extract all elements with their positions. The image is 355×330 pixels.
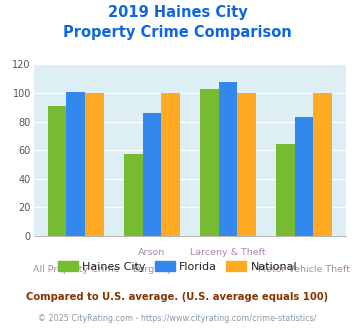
Text: All Property Crime: All Property Crime — [33, 265, 119, 274]
Text: Burglary: Burglary — [132, 265, 172, 274]
Bar — [276, 145, 295, 236]
Bar — [295, 117, 313, 236]
Bar — [143, 113, 161, 236]
Text: Motor Vehicle Theft: Motor Vehicle Theft — [258, 265, 350, 274]
Bar — [219, 82, 237, 236]
Bar — [124, 154, 143, 236]
Text: 2019 Haines City: 2019 Haines City — [108, 5, 247, 20]
Text: Property Crime Comparison: Property Crime Comparison — [63, 25, 292, 40]
Text: Arson: Arson — [138, 248, 165, 257]
Bar — [237, 93, 256, 236]
Bar — [313, 93, 332, 236]
Bar — [66, 91, 85, 236]
Text: © 2025 CityRating.com - https://www.cityrating.com/crime-statistics/: © 2025 CityRating.com - https://www.city… — [38, 314, 317, 323]
Bar — [200, 89, 219, 236]
Bar — [161, 93, 180, 236]
Text: Larceny & Theft: Larceny & Theft — [190, 248, 266, 257]
Bar — [85, 93, 104, 236]
Bar — [48, 106, 66, 236]
Text: Compared to U.S. average. (U.S. average equals 100): Compared to U.S. average. (U.S. average … — [26, 292, 329, 302]
Legend: Haines City, Florida, National: Haines City, Florida, National — [58, 261, 297, 272]
